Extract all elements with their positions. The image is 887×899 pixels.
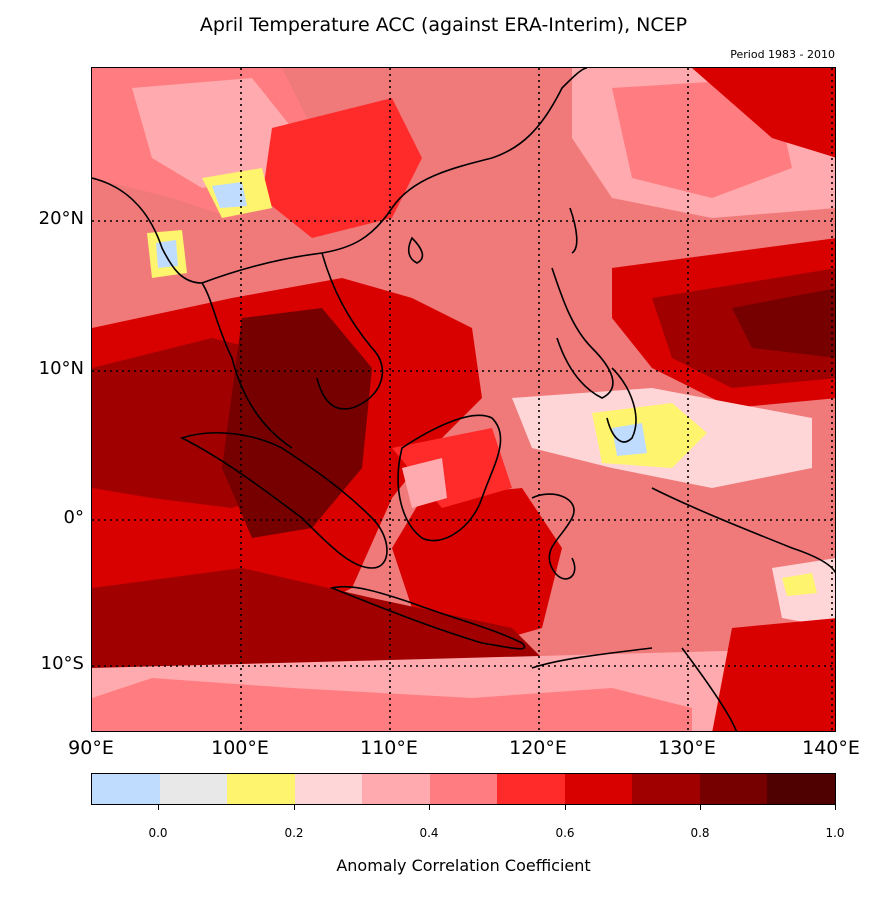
colorbar-bin-2 [227,774,295,804]
coast-new-guinea-north [651,487,835,574]
lon-label-140e: 140°E [802,737,860,759]
patch-south-east [712,618,835,731]
colorbar-tick-0.6: 0.6 [555,826,575,840]
coast-australia [681,647,738,731]
coast-java [329,585,526,650]
patch-south-band [92,568,552,688]
colorbar-bin-0 [92,774,160,804]
lat-label-10n: 10°N [38,358,84,379]
lon-label-130e: 130°E [658,737,716,759]
colorbar [91,773,836,805]
patch-light-nw [132,78,292,188]
colorbar-bin-3 [294,774,363,804]
colorbar-tick-0.0: 0.0 [148,826,168,840]
coast-sulawesi [531,493,576,580]
coastlines [92,68,835,731]
colorbar-bin-8 [632,774,700,804]
patch-borneo-light [402,458,447,508]
coast-borneo [397,414,502,542]
coast-taiwan [569,207,578,254]
colorbar-tick-0.2: 0.2 [284,826,304,840]
lat-label-0: 0° [63,507,84,528]
patch-south-mid [92,678,692,731]
colorbar-bin-6 [497,774,565,804]
graticule [92,68,835,731]
patch-darkest-sumatra [222,308,372,538]
coast-luzon [551,267,614,399]
lon-label-100e: 100°E [211,737,269,759]
lon-label-120e: 120°E [509,737,567,759]
coast-china [201,68,588,284]
colorbar-bin-5 [429,774,498,804]
patch-java-sea [392,488,562,648]
colorbar-tick-0.8: 0.8 [690,826,710,840]
colorbar-tick-0.4: 0.4 [419,826,439,840]
colorbar-tick-mark [700,805,701,810]
colorbar-bin-4 [362,774,430,804]
colorbar-label: Anomaly Correlation Coefficient [336,856,591,875]
map-canvas [92,68,835,731]
colorbar-tick-mark [294,805,295,810]
colorbar-tick-1.0: 1.0 [825,826,845,840]
lat-label-10s: 10°S [40,653,84,674]
colorbar-bin-1 [159,774,228,804]
colorbar-bin-9 [699,774,768,804]
lat-label-20n: 20°N [38,208,84,229]
patch-blue-burma [156,240,178,268]
colorbar-tick-mark [158,805,159,810]
patch-borneo [392,428,512,508]
colorbar-bin-7 [564,774,633,804]
patch-yellow-ng [782,573,817,596]
patch-blue-nw [212,182,247,208]
patch-pacific-darkest [732,288,835,358]
coast-hainan [407,236,424,264]
patch-indochina-north [262,98,422,238]
colorbar-tick-mark [565,805,566,810]
colorbar-tick-mark [429,805,430,810]
colorbar-bin-10 [767,774,836,804]
map-panel [91,67,836,732]
colorbar-tick-mark [835,805,836,810]
chart-title: April Temperature ACC (against ERA-Inter… [199,14,688,36]
coast-indochina [316,252,384,410]
lon-label-90e: 90°E [68,737,114,759]
period-label: Period 1983 - 2010 [730,48,835,61]
coast-lesser-sunda [531,647,653,669]
coast-mindanao [606,367,637,443]
lon-label-110e: 110°E [360,737,418,759]
patch-north-pacific-ne [692,68,835,158]
coast-sumatra [179,432,388,569]
